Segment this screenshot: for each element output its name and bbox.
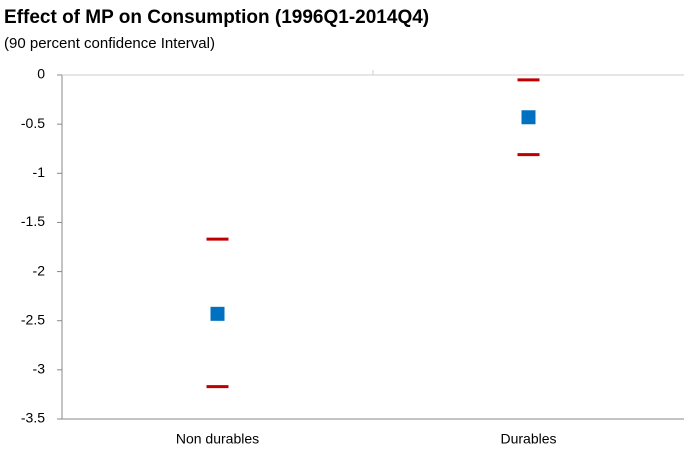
x-tick-label: Non durables	[176, 431, 259, 447]
y-tick-label: -1	[33, 164, 46, 180]
y-tick-label: -0.5	[21, 115, 45, 131]
y-tick-label: 0	[37, 66, 45, 82]
chart-title: Effect of MP on Consumption (1996Q1-2014…	[4, 7, 429, 28]
point-estimate	[210, 306, 225, 321]
y-tick-label: -2.5	[21, 311, 45, 327]
y-tick-label: -3.5	[21, 410, 45, 426]
y-tick-label: -1.5	[21, 213, 45, 229]
x-tick-label: Durables	[500, 431, 556, 447]
y-tick-label: -2	[33, 262, 46, 278]
point-estimate	[521, 110, 536, 125]
chart-subtitle: (90 percent confidence Interval)	[4, 35, 215, 52]
y-tick-label: -3	[33, 361, 46, 377]
